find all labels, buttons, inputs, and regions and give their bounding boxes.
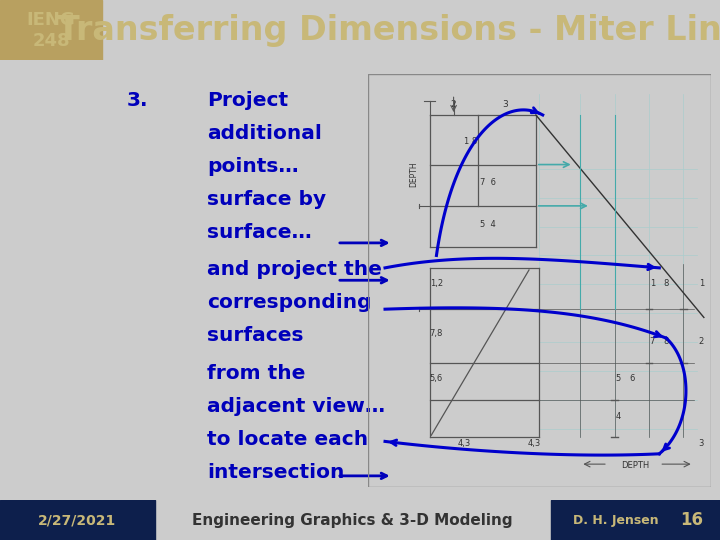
Text: surface…: surface…: [207, 223, 312, 242]
Text: 8: 8: [663, 280, 669, 288]
Text: 7  6: 7 6: [480, 178, 496, 187]
Bar: [0, 500, 155, 540]
Text: adjacent view…: adjacent view…: [207, 397, 385, 416]
Text: DEPTH: DEPTH: [621, 461, 649, 470]
Text: 7,8: 7,8: [430, 329, 443, 338]
Text: intersection: intersection: [207, 463, 345, 482]
Text: additional: additional: [207, 124, 322, 143]
Text: IENG
248: IENG 248: [27, 11, 76, 50]
Text: 7: 7: [649, 338, 655, 346]
Text: 5  4: 5 4: [480, 220, 496, 228]
Text: from the: from the: [207, 364, 305, 383]
Text: Engineering Graphics & 3-D Modeling: Engineering Graphics & 3-D Modeling: [192, 512, 513, 528]
Text: 2/27/2021: 2/27/2021: [38, 513, 116, 527]
Text: to locate each: to locate each: [207, 430, 369, 449]
Bar: [0, 0, 102, 60]
Text: 5: 5: [616, 375, 621, 383]
Text: Transferring Dimensions - Miter Lines: Transferring Dimensions - Miter Lines: [58, 14, 720, 47]
Text: 4,3: 4,3: [457, 438, 470, 448]
Text: 8: 8: [663, 338, 669, 346]
Text: 2: 2: [698, 338, 704, 346]
Text: 16: 16: [680, 511, 703, 529]
Text: 1 8: 1 8: [464, 137, 477, 146]
Text: 2: 2: [451, 100, 456, 109]
Text: D. H. Jensen: D. H. Jensen: [573, 514, 658, 526]
Text: surfaces: surfaces: [207, 326, 304, 346]
Text: 1,2: 1,2: [430, 280, 443, 288]
Text: Project: Project: [207, 91, 289, 110]
Text: 1: 1: [650, 280, 655, 288]
Text: 4: 4: [616, 411, 621, 421]
Text: DEPTH: DEPTH: [410, 161, 418, 187]
Text: 3: 3: [502, 100, 508, 109]
Text: points…: points…: [207, 157, 299, 176]
Text: 4,3: 4,3: [528, 438, 541, 448]
Text: corresponding: corresponding: [207, 293, 372, 313]
Text: surface by: surface by: [207, 190, 326, 209]
Text: 6: 6: [629, 375, 634, 383]
Text: 3.: 3.: [127, 91, 148, 110]
Text: 5,6: 5,6: [430, 375, 443, 383]
Bar: [551, 500, 720, 540]
Text: 1: 1: [698, 280, 704, 288]
Text: 3: 3: [698, 438, 704, 448]
Text: and project the: and project the: [207, 260, 382, 280]
